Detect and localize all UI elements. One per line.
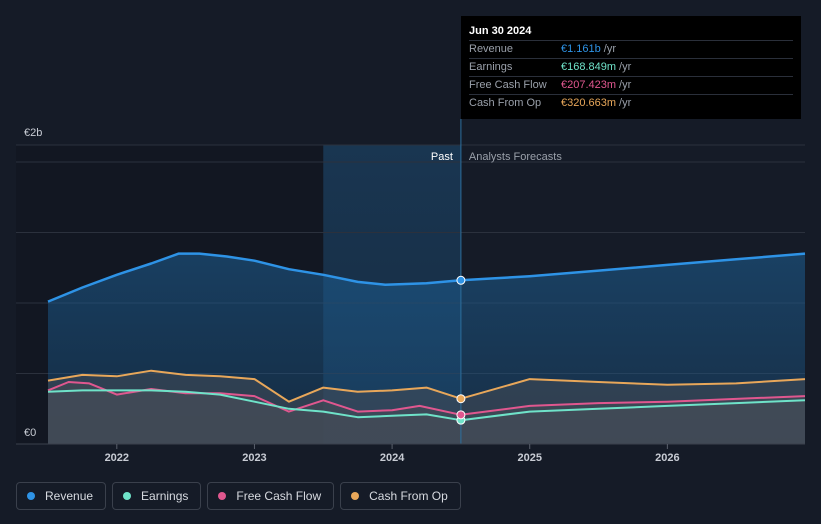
tooltip-unit: /yr [603,43,616,55]
y-tick-label: €2b [24,127,42,139]
legend-item-free-cash-flow[interactable]: Free Cash Flow [207,482,335,510]
y-tick-label: €0 [24,427,36,439]
tooltip-label: Earnings [469,61,513,73]
x-tick-label: 2026 [655,452,679,464]
legend-label: Free Cash Flow [236,489,322,503]
legend-dot-icon [351,492,360,500]
tooltip-unit: /yr [619,61,632,73]
tooltip-row-free-cash-flow: Free Cash Flow €207.423m /yr [469,76,793,94]
x-tick-label: 2024 [380,452,405,464]
legend-dot-icon [123,492,132,500]
series-line-earnings [47,389,806,422]
tooltip-value: €320.663m [561,97,617,109]
x-tick-label: 2022 [105,452,129,464]
legend-dot-icon [218,492,227,500]
tooltip-unit: /yr [619,79,632,91]
legend-dot-icon [27,492,35,500]
legend-label: Cash From Op [369,489,448,503]
legend-item-cash-from-op[interactable]: Cash From Op [340,482,461,510]
tooltip-unit: /yr [619,97,632,109]
tooltip-value: €207.423m [561,79,617,91]
series-marker [456,394,466,404]
chart-tooltip: Jun 30 2024 Revenue €1.161b /yr Earnings… [461,16,801,119]
series-line-free-cash-flow [47,381,806,416]
tooltip-label: Revenue [469,43,514,55]
tooltip-value: €168.849m [561,61,617,73]
series-marker [456,275,466,285]
tooltip-row-earnings: Earnings €168.849m /yr [469,58,793,76]
tooltip-value: €1.161b [561,43,601,55]
series-marker [456,410,466,420]
tooltip-date: Jun 30 2024 [469,25,532,37]
legend-label: Revenue [45,489,94,503]
x-tick-label: 2023 [242,452,266,464]
x-tick-label: 2025 [517,452,541,464]
legend-item-earnings[interactable]: Earnings [112,482,202,510]
tooltip-label: Cash From Op [469,97,542,109]
past-label: Past [431,151,453,163]
legend-label: Earnings [141,489,189,503]
tooltip-row-cash-from-op: Cash From Op €320.663m /yr [469,94,793,112]
forecast-label: Analysts Forecasts [469,151,562,163]
series-line-revenue [47,252,806,303]
legend-item-revenue[interactable]: Revenue [16,482,107,510]
tooltip-row-revenue: Revenue €1.161b /yr [469,40,793,58]
chart-legend: Revenue Earnings Free Cash Flow Cash Fro… [16,482,461,510]
series-area-earnings [48,390,805,444]
tooltip-label: Free Cash Flow [469,79,547,91]
series-line-cash-from-op [47,369,806,403]
